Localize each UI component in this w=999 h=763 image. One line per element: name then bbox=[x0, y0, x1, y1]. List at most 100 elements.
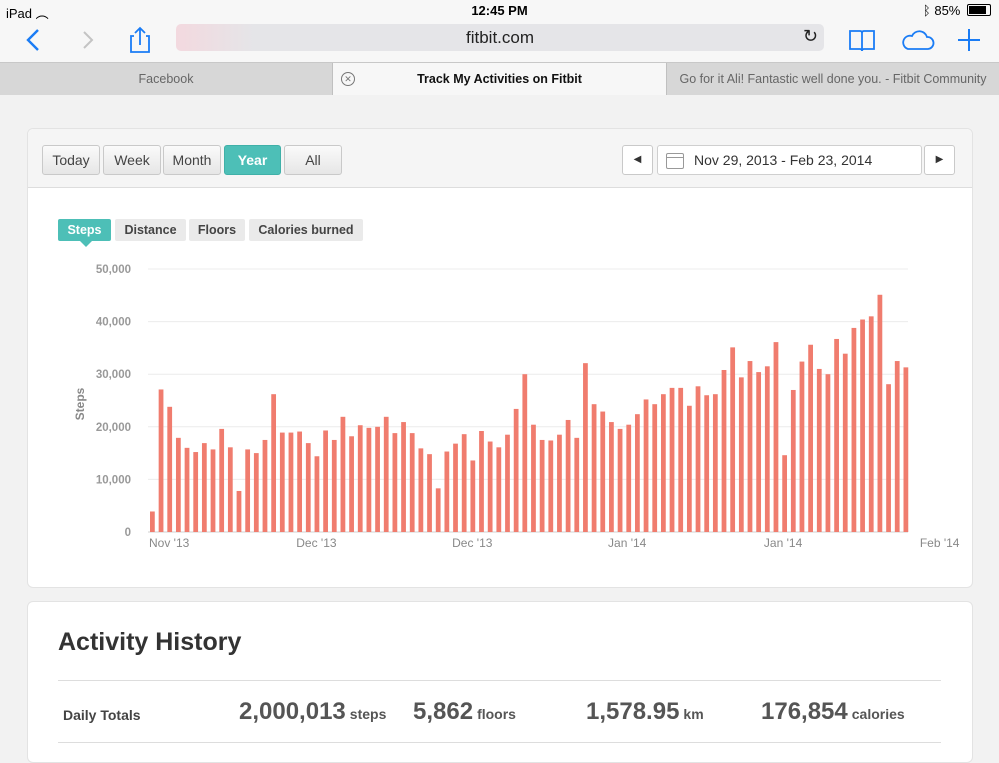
bar[interactable] bbox=[175, 437, 181, 532]
bar[interactable] bbox=[600, 411, 606, 532]
bar[interactable] bbox=[158, 389, 164, 532]
bar[interactable] bbox=[392, 433, 398, 532]
bar[interactable] bbox=[574, 437, 580, 532]
period-today-button[interactable]: Today bbox=[42, 145, 100, 175]
bookmarks-icon[interactable] bbox=[847, 25, 877, 55]
bar[interactable] bbox=[184, 447, 190, 532]
bar[interactable] bbox=[635, 414, 640, 532]
bar[interactable] bbox=[730, 347, 736, 532]
bar[interactable] bbox=[747, 361, 753, 532]
period-all-button[interactable]: All bbox=[284, 145, 342, 175]
bar[interactable] bbox=[271, 394, 277, 532]
bar[interactable] bbox=[323, 430, 328, 532]
bar[interactable] bbox=[565, 419, 571, 532]
metric-tab-floors[interactable]: Floors bbox=[189, 219, 245, 241]
bar[interactable] bbox=[851, 327, 857, 532]
bar[interactable] bbox=[816, 368, 822, 532]
period-week-button[interactable]: Week bbox=[103, 145, 161, 175]
next-period-button[interactable]: ▶ bbox=[924, 145, 955, 175]
tab-fitbit-community[interactable]: Go for it Ali! Fantastic well done you. … bbox=[667, 63, 999, 95]
tab-facebook[interactable]: Facebook bbox=[0, 63, 333, 95]
bar[interactable] bbox=[686, 405, 692, 532]
bar[interactable] bbox=[375, 426, 380, 532]
bar[interactable] bbox=[201, 443, 207, 532]
metric-tab-distance[interactable]: Distance bbox=[115, 219, 186, 241]
bar[interactable] bbox=[444, 451, 450, 532]
bar[interactable] bbox=[435, 488, 441, 532]
bar[interactable] bbox=[894, 361, 900, 532]
bar[interactable] bbox=[427, 454, 432, 532]
bar[interactable] bbox=[366, 427, 372, 532]
bar[interactable] bbox=[773, 342, 779, 532]
bar[interactable] bbox=[487, 441, 493, 532]
bar[interactable] bbox=[704, 395, 710, 532]
bar[interactable] bbox=[418, 448, 424, 532]
bar[interactable] bbox=[401, 422, 406, 532]
bar[interactable] bbox=[669, 387, 675, 532]
bar[interactable] bbox=[288, 432, 294, 532]
bar[interactable] bbox=[695, 386, 701, 532]
bar[interactable] bbox=[522, 374, 528, 532]
bar[interactable] bbox=[652, 404, 658, 532]
bar[interactable] bbox=[227, 447, 233, 532]
bar[interactable] bbox=[842, 353, 848, 532]
bar[interactable] bbox=[210, 449, 216, 532]
previous-period-button[interactable]: ◀ bbox=[622, 145, 653, 175]
bar[interactable] bbox=[349, 436, 354, 532]
bar[interactable] bbox=[236, 490, 242, 532]
bar[interactable] bbox=[340, 416, 346, 532]
date-range-picker[interactable]: Nov 29, 2013 - Feb 23, 2014 bbox=[657, 145, 922, 175]
bar[interactable] bbox=[583, 363, 588, 532]
bar[interactable] bbox=[513, 408, 519, 532]
bar[interactable] bbox=[167, 406, 173, 532]
new-tab-icon[interactable] bbox=[954, 25, 984, 55]
bar[interactable] bbox=[643, 399, 649, 532]
bar[interactable] bbox=[660, 394, 666, 532]
bar[interactable] bbox=[331, 439, 337, 532]
bar[interactable] bbox=[799, 361, 805, 532]
bar[interactable] bbox=[868, 316, 874, 532]
period-year-button[interactable]: Year bbox=[224, 145, 281, 175]
bar[interactable] bbox=[738, 377, 744, 532]
bar[interactable] bbox=[764, 366, 770, 532]
reload-icon[interactable]: ↻ bbox=[802, 26, 818, 46]
metric-tab-calories-burned[interactable]: Calories burned bbox=[249, 219, 363, 241]
bar[interactable] bbox=[479, 431, 484, 532]
share-icon[interactable] bbox=[125, 25, 155, 55]
bar[interactable] bbox=[790, 389, 796, 532]
bar[interactable] bbox=[461, 434, 467, 532]
bar[interactable] bbox=[877, 294, 883, 532]
bar[interactable] bbox=[297, 431, 302, 532]
forward-icon[interactable] bbox=[73, 25, 103, 55]
bar[interactable] bbox=[305, 443, 311, 532]
tab-fitbit-activities[interactable]: ✕ Track My Activities on Fitbit bbox=[333, 63, 667, 95]
bar[interactable] bbox=[860, 319, 865, 532]
bar[interactable] bbox=[626, 424, 632, 532]
bar[interactable] bbox=[678, 387, 684, 532]
bar[interactable] bbox=[505, 434, 510, 532]
metric-tab-steps[interactable]: Steps bbox=[58, 219, 111, 247]
icloud-tabs-icon[interactable] bbox=[900, 25, 936, 55]
bar[interactable] bbox=[357, 425, 363, 532]
bar[interactable] bbox=[453, 443, 458, 532]
back-icon[interactable] bbox=[19, 25, 49, 55]
bar[interactable] bbox=[539, 439, 545, 532]
address-bar[interactable]: fitbit.com ↻ bbox=[176, 24, 824, 51]
bar[interactable] bbox=[591, 404, 597, 532]
period-month-button[interactable]: Month bbox=[163, 145, 221, 175]
bar[interactable] bbox=[531, 424, 536, 532]
bar[interactable] bbox=[617, 428, 623, 532]
bar[interactable] bbox=[383, 416, 389, 532]
bar[interactable] bbox=[470, 460, 476, 532]
bar[interactable] bbox=[756, 372, 762, 532]
bar[interactable] bbox=[253, 453, 259, 532]
bar[interactable] bbox=[808, 344, 813, 532]
bar[interactable] bbox=[903, 367, 909, 532]
bar[interactable] bbox=[834, 338, 839, 532]
bar[interactable] bbox=[712, 394, 718, 532]
close-tab-icon[interactable]: ✕ bbox=[341, 72, 355, 86]
bar[interactable] bbox=[409, 433, 415, 532]
bar[interactable] bbox=[548, 440, 554, 532]
bar[interactable] bbox=[557, 434, 562, 532]
bar[interactable] bbox=[609, 422, 614, 532]
